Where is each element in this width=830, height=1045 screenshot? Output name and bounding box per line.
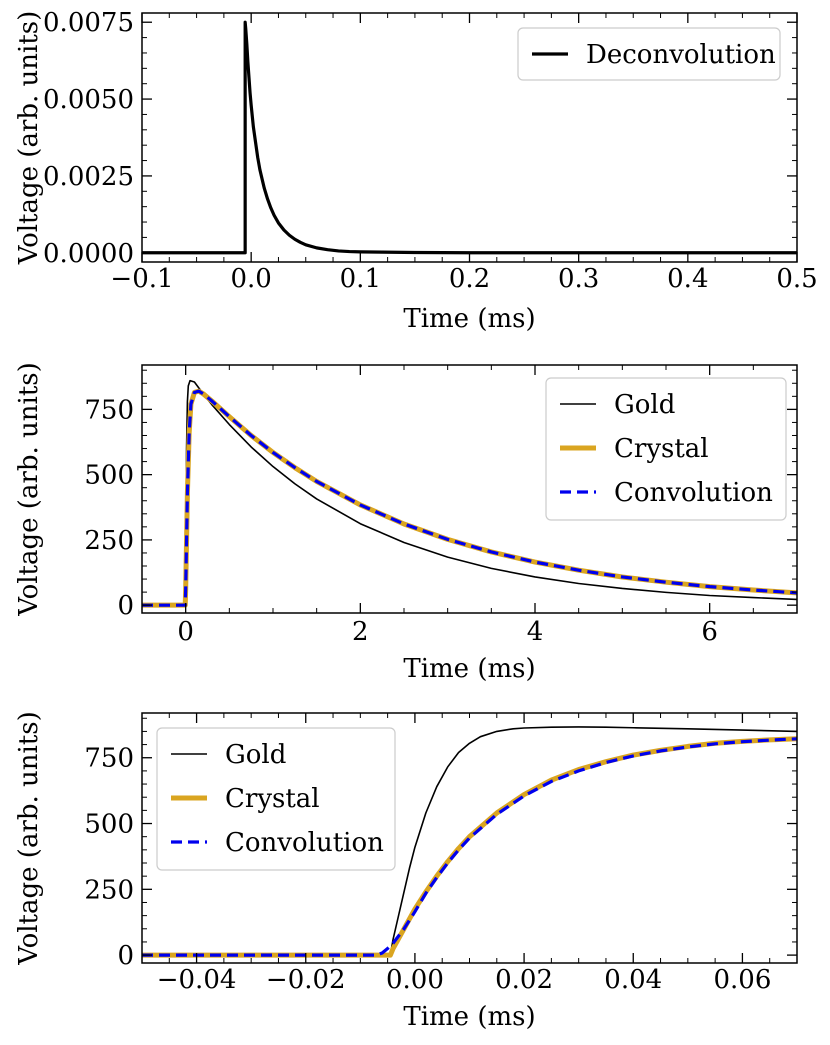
y-tick-label: 500 [84,810,134,840]
y-tick-label: 250 [84,526,134,556]
chart-panel-2: 0 2 4 6 0 250 500 750 Time (ms) Voltage (arb. uni… [14,362,798,684]
x-tick-label: 0.2 [449,264,490,294]
legend-label-crystal: Crystal [225,784,320,814]
series-line-gold [142,379,797,606]
y-tick-label: 750 [84,744,134,774]
x-axis-label: Time (ms) [403,1002,535,1032]
y-tick-label: 750 [84,395,134,425]
x-tick-label: 0.00 [386,965,444,995]
plot-area [142,726,797,958]
x-tick-label: 0.04 [604,965,662,995]
x-axis-label: Time (ms) [403,304,535,334]
y-tick-label: 0 [117,591,134,621]
y-tick-label: 250 [84,875,134,905]
y-axis-label: Voltage (arb. units) [14,11,44,266]
x-tick-label: 0.0 [230,264,271,294]
x-tick-label: 0.02 [495,965,553,995]
plot-area [142,20,797,255]
x-tick-label: −0.02 [266,965,346,995]
x-tick-label: 0.3 [558,264,599,294]
x-tick-label: 2 [352,617,369,647]
chart-panel-1: −0.1 0.0 0.1 0.2 0.3 0.4 0.5 0.0000 0.0025 0.0050… [14,8,818,334]
legend: Deconvolution [517,27,781,81]
y-axis-label: Voltage (arb. units) [14,362,44,617]
x-tick-label: 0.06 [713,965,771,995]
legend-box [156,727,396,871]
legend-label-convolution: Convolution [614,478,773,508]
y-tick-label: 0.0025 [43,162,134,192]
plot-area [142,379,797,608]
y-tick-label: 0.0000 [43,239,134,269]
y-tick-label: 0.0050 [43,85,134,115]
legend: Gold Crystal Convolution [156,727,396,871]
legend-label-deconvolution: Deconvolution [586,40,776,70]
series-line-gold [142,726,797,956]
series-line-convolution [142,737,797,957]
x-tick-label: 0.1 [340,264,381,294]
legend-box [545,377,787,521]
y-tick-label: 0.0075 [43,8,134,38]
series-line-convolution [142,389,797,607]
legend-label-convolution: Convolution [225,828,384,858]
legend-box [517,27,781,81]
x-tick-label: −0.1 [110,264,173,294]
legend-label-gold: Gold [225,740,286,770]
series-line-crystal [142,736,797,958]
legend-label-crystal: Crystal [614,434,709,464]
legend-label-gold: Gold [614,390,675,420]
x-tick-label: 0.5 [776,264,817,294]
y-axis-label: Voltage (arb. units) [14,711,44,966]
series-line-deconvolution [142,20,797,255]
plot-frame [141,364,798,614]
x-tick-label: 0.4 [667,264,708,294]
x-tick-label: −0.04 [157,965,237,995]
x-axis-label: Time (ms) [403,654,535,684]
x-tick-label: 6 [701,617,718,647]
y-tick-label: 0 [117,941,134,971]
y-tick-label: 500 [84,461,134,491]
chart-panel-3: −0.04 −0.02 0.00 0.02 0.04 0.06 0 250 500 750 Time… [14,711,798,1032]
x-tick-label: 0 [177,617,194,647]
legend: Gold Crystal Convolution [545,377,787,521]
x-tick-label: 4 [527,617,544,647]
